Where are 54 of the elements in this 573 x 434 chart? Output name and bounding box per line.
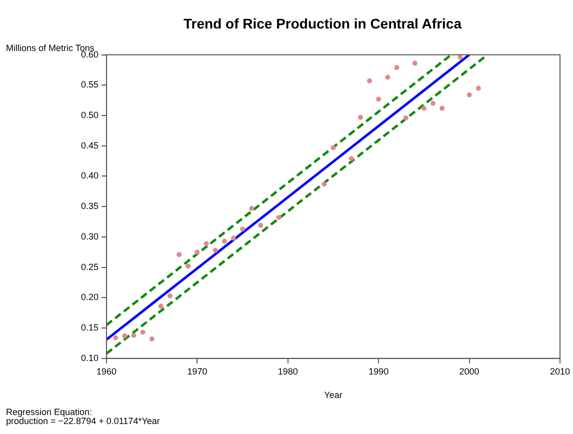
point — [113, 335, 118, 340]
text: production = −22.8794 + 0.01174*Year — [6, 416, 160, 426]
y-tick-label: 0.55 — [80, 80, 99, 90]
chart-title: Trend of Rice Production in Central Africa — [184, 15, 462, 32]
x-tick-label: 2010 — [550, 366, 570, 376]
y-tick-label: 0.35 — [80, 201, 99, 212]
point — [149, 336, 154, 342]
point — [222, 238, 227, 244]
y-tick-label: 0.25 — [80, 262, 99, 272]
point — [412, 60, 418, 66]
y-tick-label: 0.15 — [80, 322, 99, 333]
point — [385, 74, 390, 80]
point — [358, 114, 363, 120]
y-tick-label: 0.45 — [80, 140, 99, 150]
x-tick-label: 2000 — [459, 366, 480, 376]
point — [230, 236, 236, 241]
point — [131, 332, 136, 338]
point — [204, 241, 209, 246]
point — [330, 145, 336, 150]
point — [276, 215, 282, 220]
point — [440, 106, 445, 111]
x-tick-label: 1970 — [187, 366, 208, 376]
point — [476, 86, 481, 91]
point — [394, 65, 400, 70]
point — [258, 222, 264, 228]
text: Regression Equation: — [6, 407, 94, 417]
y-tick-label: 0.10 — [80, 352, 99, 363]
point — [249, 206, 254, 211]
point — [158, 304, 164, 309]
point — [403, 115, 408, 120]
y-tick-label: 0.20 — [80, 292, 99, 302]
x-tick-label: 1980 — [278, 366, 298, 376]
x-tick-label: 1960 — [96, 366, 117, 376]
point — [376, 96, 382, 102]
x-tick-label: 1990 — [368, 366, 389, 376]
x-axis-title: Year — [324, 390, 342, 400]
point — [421, 106, 426, 111]
y-tick-label: 0.30 — [80, 231, 99, 242]
point — [430, 100, 436, 106]
point — [168, 293, 173, 298]
point — [322, 182, 327, 187]
point — [367, 78, 372, 84]
point — [176, 252, 182, 258]
point — [186, 264, 191, 269]
y-tick-label: 0.40 — [80, 170, 99, 181]
point — [122, 333, 128, 338]
point — [466, 92, 472, 98]
point — [212, 248, 218, 253]
point — [348, 156, 354, 162]
y-tick-label: 0.50 — [80, 110, 99, 120]
point — [194, 250, 200, 255]
point — [140, 330, 146, 335]
y-axis-title: Millions of Metric Tons — [6, 43, 94, 53]
point — [240, 226, 246, 232]
